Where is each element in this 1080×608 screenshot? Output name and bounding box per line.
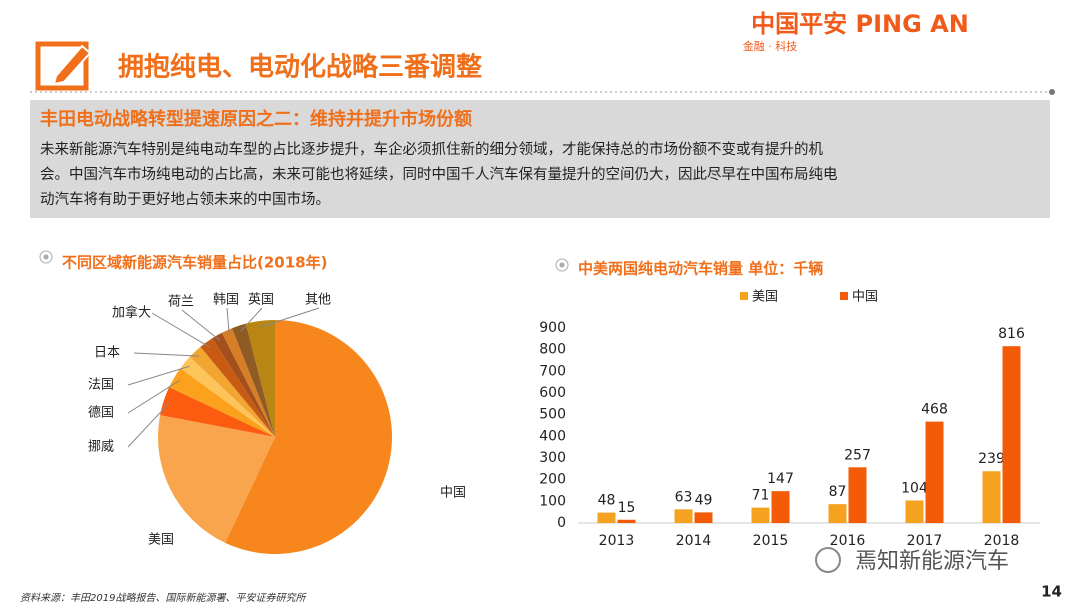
y-tick-label: 500 bbox=[539, 407, 566, 423]
pie-label: 荷兰 bbox=[168, 295, 194, 310]
value-label: 468 bbox=[921, 402, 948, 418]
logo-sub: 金融 · 科技 bbox=[743, 39, 798, 53]
bar-title: 中美两国纯电动汽车销量 单位：千辆 bbox=[578, 260, 823, 278]
value-label: 63 bbox=[675, 489, 693, 505]
pie-label: 德国 bbox=[88, 406, 114, 421]
pie-slice bbox=[225, 320, 393, 555]
y-tick-label: 600 bbox=[539, 385, 566, 401]
legend-swatch bbox=[740, 292, 748, 300]
leader-line bbox=[151, 312, 211, 348]
box-line: 未来新能源汽车特别是纯电动车型的占比逐步提升，车企必须抓住新的细分领域，才能保持… bbox=[40, 140, 823, 158]
box-line: 会。中国汽车市场纯电动的占比高，未来可能也将延续，同时中国千人汽车保有量提升的空… bbox=[40, 166, 838, 183]
leader-line bbox=[240, 307, 263, 332]
watermark-icon bbox=[815, 547, 841, 573]
y-tick-label: 200 bbox=[539, 472, 566, 488]
leader-line bbox=[127, 402, 170, 448]
pie-label: 加拿大 bbox=[112, 305, 151, 321]
bar bbox=[848, 467, 867, 523]
pie-title: 不同区域新能源汽车销量占比(2018年) bbox=[62, 254, 327, 272]
y-tick-label: 0 bbox=[557, 515, 566, 531]
value-label: 71 bbox=[752, 488, 770, 504]
pie-label: 其他 bbox=[305, 293, 331, 308]
bar bbox=[751, 507, 770, 523]
y-tick-label: 800 bbox=[539, 342, 566, 358]
pie-slice bbox=[200, 338, 275, 437]
y-tick-label: 300 bbox=[539, 450, 566, 466]
value-label: 48 bbox=[598, 493, 616, 509]
watermark: 焉知新能源汽车 bbox=[855, 549, 1009, 574]
pie-label: 法国 bbox=[88, 378, 114, 393]
x-tick-label: 2013 bbox=[599, 533, 635, 549]
pie-slice bbox=[158, 415, 275, 543]
bar bbox=[1002, 346, 1021, 523]
pie-slice bbox=[212, 332, 275, 437]
leader-line bbox=[127, 380, 180, 414]
pie-slice bbox=[245, 320, 275, 437]
bar bbox=[617, 519, 636, 523]
pie-slice bbox=[160, 387, 275, 437]
x-tick-label: 2016 bbox=[830, 533, 866, 549]
value-label: 239 bbox=[978, 451, 1005, 467]
pie-label: 挪威 bbox=[88, 440, 114, 455]
legend-label: 中国 bbox=[852, 290, 878, 305]
bar bbox=[771, 491, 790, 523]
legend-swatch bbox=[840, 292, 848, 300]
pie-slice bbox=[180, 356, 275, 437]
title-bullet bbox=[43, 254, 49, 260]
title-bullet bbox=[555, 258, 569, 272]
x-tick-label: 2015 bbox=[753, 533, 789, 549]
value-label: 87 bbox=[829, 484, 847, 500]
value-label: 257 bbox=[844, 447, 871, 463]
pie-slice bbox=[231, 323, 275, 437]
bar bbox=[597, 512, 616, 523]
page-number: 14 bbox=[1041, 583, 1062, 601]
y-tick-label: 100 bbox=[539, 493, 566, 509]
bar bbox=[905, 500, 924, 523]
logo: 中国平安 PING AN bbox=[751, 10, 969, 38]
pie-slice bbox=[221, 328, 275, 437]
value-label: 147 bbox=[767, 471, 794, 487]
pie-label: 英国 bbox=[248, 293, 274, 308]
x-tick-label: 2017 bbox=[907, 533, 943, 549]
leader-line bbox=[127, 365, 190, 386]
value-label: 816 bbox=[998, 326, 1025, 342]
title-icon bbox=[35, 41, 89, 91]
bar bbox=[694, 512, 713, 523]
y-tick-label: 400 bbox=[539, 428, 566, 444]
y-tick-label: 900 bbox=[539, 320, 566, 336]
leader-line bbox=[260, 307, 320, 328]
bar bbox=[982, 471, 1001, 523]
pie-slice bbox=[189, 346, 275, 437]
x-tick-label: 2018 bbox=[984, 533, 1020, 549]
y-tick-label: 700 bbox=[539, 363, 566, 379]
leader-line bbox=[133, 352, 200, 357]
pencil-icon bbox=[52, 44, 92, 86]
leader-line bbox=[226, 307, 230, 336]
summary-box bbox=[30, 100, 1050, 218]
legend-label: 美国 bbox=[752, 290, 778, 305]
pie-label: 日本 bbox=[94, 346, 120, 361]
pie-label: 美国 bbox=[148, 533, 174, 548]
box-line: 动汽车将有助于更好地占领未来的中国市场。 bbox=[40, 191, 330, 208]
slide-title: 拥抱纯电、电动化战略三番调整 bbox=[118, 52, 482, 83]
pie-slice bbox=[169, 368, 275, 437]
box-title: 丰田电动战略转型提速原因之二：维持并提升市场份额 bbox=[40, 108, 472, 130]
pie-label: 中国 bbox=[440, 486, 466, 501]
title-bullet bbox=[39, 250, 53, 264]
bar bbox=[674, 509, 693, 523]
bar bbox=[828, 504, 847, 523]
divider-dot bbox=[1049, 89, 1055, 95]
source: 资料来源：丰田2019战略报告、国际新能源署、平安证券研究所 bbox=[20, 592, 307, 604]
value-label: 104 bbox=[901, 480, 928, 496]
value-label: 49 bbox=[695, 492, 713, 508]
bar bbox=[925, 421, 944, 523]
leader-line bbox=[181, 309, 221, 341]
value-label: 15 bbox=[618, 500, 636, 516]
pie-label: 韩国 bbox=[213, 293, 239, 308]
x-tick-label: 2014 bbox=[676, 533, 712, 549]
title-bullet bbox=[559, 262, 565, 268]
